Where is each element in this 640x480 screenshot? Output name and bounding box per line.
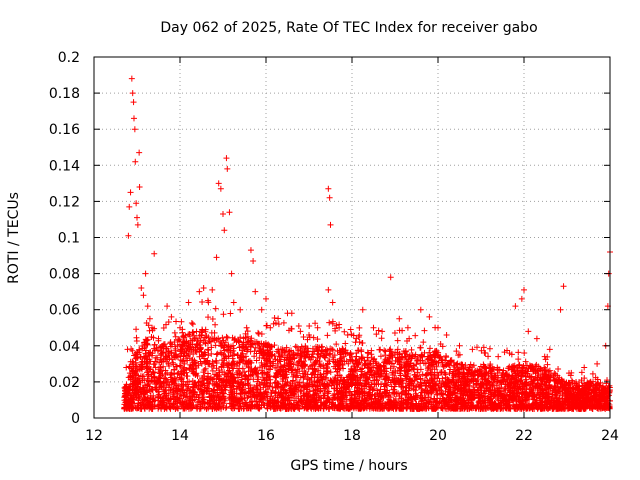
data-point [165,360,172,367]
data-point [378,335,385,342]
data-point [227,310,234,317]
data-point [272,319,279,326]
data-point [408,346,415,353]
data-point [416,372,423,379]
data-point [175,369,182,376]
data-point [568,377,575,384]
data-point [218,386,225,393]
data-point [162,321,169,328]
data-point [336,381,343,388]
data-point [188,319,195,326]
data-point [146,327,153,334]
data-point [276,353,283,360]
data-point [306,322,313,329]
data-point [424,367,431,374]
data-point [421,349,428,356]
data-point [421,327,428,334]
data-point [255,330,262,337]
data-point [396,327,403,334]
data-point [198,332,205,339]
data-point [148,333,155,340]
data-point [248,335,255,342]
data-point [439,375,446,382]
data-point [326,319,333,326]
data-point [139,398,146,405]
data-point [324,332,331,339]
data-point [438,390,445,397]
data-point [300,334,307,341]
data-point [542,356,549,363]
data-point [294,344,301,351]
data-point [255,329,262,336]
data-point [199,298,206,305]
data-point [216,338,223,345]
data-point [555,366,562,373]
data-point [521,350,528,357]
data-point [212,321,219,328]
data-point [589,370,596,377]
data-point [578,377,585,384]
data-point [434,375,441,382]
data-point [314,336,321,343]
data-point [341,328,348,335]
data-point [165,319,172,326]
data-point [253,357,260,364]
data-point [202,365,209,372]
data-point [237,334,244,341]
data-point [152,364,159,371]
data-point [412,332,419,339]
data-point [386,347,393,354]
data-point [295,323,302,329]
data-point [470,362,477,369]
data-point [331,352,338,359]
data-point [307,356,314,363]
data-point [212,305,219,312]
data-point [485,353,492,360]
data-point [205,347,212,354]
data-point [338,374,345,381]
data-point [301,368,308,375]
data-point [208,350,215,357]
data-point [382,348,389,355]
data-point [544,361,551,368]
data-point [515,349,522,356]
data-points [121,75,613,412]
data-point [342,340,349,347]
data-point [523,396,530,403]
data-point [176,338,183,345]
data-point [178,318,185,325]
data-point [404,351,411,358]
data-point [144,382,151,389]
data-point [142,336,149,343]
data-point [246,358,253,365]
data-point [504,347,511,354]
data-point [329,320,336,327]
data-point [473,344,480,351]
